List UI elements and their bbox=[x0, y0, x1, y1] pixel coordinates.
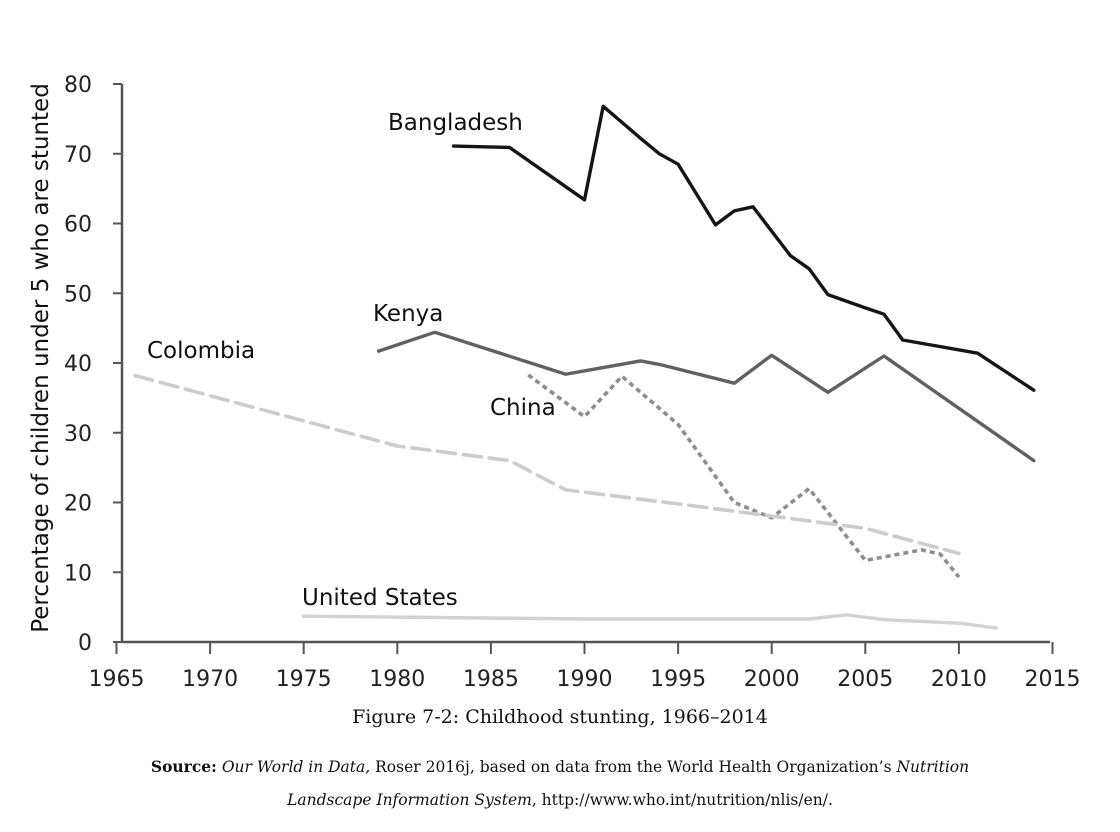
series-label-kenya: Kenya bbox=[373, 301, 443, 327]
y-tick-label: 40 bbox=[64, 352, 92, 377]
y-tick-label: 30 bbox=[64, 422, 92, 447]
source-text-2: , http://www.who.int/nutrition/nlis/en/. bbox=[531, 791, 833, 809]
y-tick-label: 60 bbox=[64, 213, 92, 238]
source-prefix: Source: bbox=[150, 757, 217, 776]
y-axis: 0 10 20 30 40 50 60 70 80 bbox=[64, 73, 124, 656]
x-tick-label: 2010 bbox=[931, 667, 987, 692]
y-ticks: 0 10 20 30 40 50 60 70 80 bbox=[64, 73, 122, 656]
y-tick-label: 0 bbox=[78, 631, 92, 656]
figure-caption: Figure 7-2: Childhood stunting, 1966–201… bbox=[352, 706, 768, 728]
x-ticks: 1965 1970 1975 1980 1985 1990 1995 2000 2005 2010… bbox=[89, 642, 1081, 692]
source-publication: Our World in Data, bbox=[221, 758, 371, 776]
source-note: Source: Our World in Data, Roser 2016j, … bbox=[110, 750, 1010, 817]
series-line-china bbox=[527, 373, 961, 579]
x-tick-label: 1965 bbox=[89, 667, 145, 692]
y-tick-label: 50 bbox=[64, 282, 92, 307]
series-line-kenya bbox=[376, 330, 1036, 463]
series-layer bbox=[133, 104, 1036, 630]
x-tick-label: 2000 bbox=[744, 667, 800, 692]
x-tick-label: 1995 bbox=[650, 667, 706, 692]
source-system: Nutrition Landscape Information System bbox=[287, 758, 970, 809]
x-tick-label: 1970 bbox=[182, 667, 238, 692]
y-tick-label: 80 bbox=[64, 73, 92, 98]
series-line-bangladesh bbox=[451, 104, 1036, 392]
x-tick-label: 2015 bbox=[1025, 667, 1081, 692]
series-label-united-states: United States bbox=[302, 585, 458, 611]
x-tick-label: 1985 bbox=[463, 667, 519, 692]
y-tick-label: 10 bbox=[64, 561, 92, 586]
series-line-colombia bbox=[133, 373, 961, 556]
series-label-china: China bbox=[490, 395, 556, 421]
series-label-colombia: Colombia bbox=[147, 338, 255, 364]
series-label-bangladesh: Bangladesh bbox=[388, 110, 523, 136]
y-tick-label: 70 bbox=[64, 143, 92, 168]
x-axis: 1965 1970 1975 1980 1985 1990 1995 2000 2005 2010… bbox=[89, 640, 1081, 692]
y-axis-title: Percentage of children under 5 who are s… bbox=[28, 83, 54, 633]
y-tick-label: 20 bbox=[64, 492, 92, 517]
x-tick-label: 1980 bbox=[369, 667, 425, 692]
x-tick-label: 1975 bbox=[276, 667, 332, 692]
series-line-united-states bbox=[302, 613, 998, 630]
x-tick-label: 2005 bbox=[837, 667, 893, 692]
source-text-1: Roser 2016j, based on data from the Worl… bbox=[370, 758, 897, 776]
x-tick-label: 1990 bbox=[557, 667, 613, 692]
